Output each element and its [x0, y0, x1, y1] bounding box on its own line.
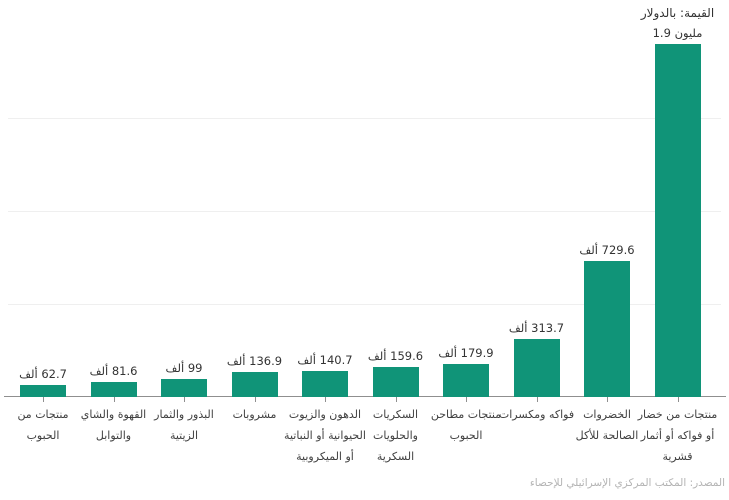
bar-category-label: الدهون والزيوت الحيوانية أو النباتية أو … [284, 408, 366, 463]
bar-value-label: 179.9 ألف [438, 345, 494, 360]
gridline [8, 211, 721, 212]
bar-category-label: الخضروات الصالحة للأكل [575, 408, 639, 442]
axis-tick [43, 397, 44, 402]
axis-tick [254, 397, 256, 402]
gridline [8, 118, 721, 119]
bar [372, 367, 419, 397]
bar-value-label: 99 ألف [165, 360, 203, 375]
bar-category-label: البذور والثمار الزيتية [154, 408, 214, 442]
x-axis-line [4, 396, 726, 397]
bar-category-label: منتجات من خضار أو فواكه أو أثمار قشرية [637, 408, 718, 463]
axis-tick [677, 397, 679, 402]
bar [584, 261, 630, 397]
value-axis-title: القيمة: بالدولار [640, 6, 715, 20]
axis-tick [395, 397, 397, 402]
axis-tick [466, 397, 467, 402]
bar-category-label: منتجات من الحبوب [17, 408, 69, 442]
axis-tick [113, 397, 115, 402]
bar-value-label: 136.9 ألف [226, 353, 283, 368]
source-note: المصدر: المكتب المركزي الإسرائيلي للإحصا… [529, 477, 725, 489]
bar-value-label: 729.6 ألف [579, 243, 635, 258]
bar-value-label: 159.6 ألف [367, 349, 424, 364]
axis-tick [184, 397, 185, 402]
bar-value-label: 313.7 ألف [508, 320, 565, 335]
axis-tick [536, 397, 538, 402]
bar [513, 338, 560, 397]
axis-tick [607, 397, 608, 402]
bar-value-label: 1.9 مليون [652, 25, 703, 40]
axis-tick [325, 397, 326, 402]
bar [302, 370, 348, 397]
bar-category-label: فواكه ومكسرات [498, 408, 575, 421]
bar-value-label: 81.6 ألف [89, 363, 138, 378]
bar-category-label: السكريات والحلويات السكرية [372, 408, 419, 463]
bar [161, 378, 207, 397]
gridline [8, 304, 721, 305]
bar-category-label: منتجات مطاحن الحبوب [430, 408, 502, 442]
bar [20, 385, 66, 397]
bar [654, 43, 701, 397]
bar-category-label: مشروبات [232, 408, 277, 421]
bar-value-label: 140.7 ألف [297, 352, 353, 367]
bar [443, 363, 489, 397]
bar [231, 371, 278, 397]
bar-value-label: 62.7 ألف [19, 367, 67, 382]
bar-category-label: القهوة والشاي والتوابل [80, 408, 147, 442]
bar [90, 381, 137, 397]
